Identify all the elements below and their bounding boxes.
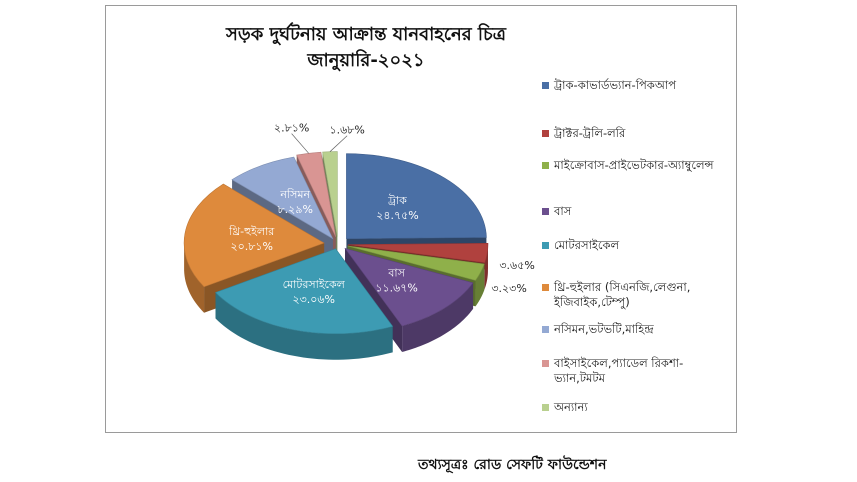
slice-name-label: ট্রাক	[387, 194, 407, 207]
slice-name-label: মোটরসাইকেল	[283, 278, 346, 291]
slice-percent-label: ২.৮১%	[274, 122, 309, 135]
legend-label: থ্রি-হুইলার (সিএনজি,লেগুনা, ইজিবাইক,টেম্…	[554, 280, 691, 309]
slice-rim	[215, 292, 393, 360]
legend-swatch	[542, 404, 549, 411]
slice-percent-label: ১.৬৮%	[329, 124, 364, 137]
legend-swatch	[542, 284, 549, 291]
slice-percent-label: ২৪.৭৫%	[376, 209, 419, 222]
leader-line	[329, 135, 348, 152]
legend-swatch	[542, 242, 549, 249]
slice-percent-label: ৮.২৯%	[278, 203, 313, 216]
legend-swatch	[542, 130, 549, 137]
pie-chart: ট্রাক ২৪.৭৫% ৩.৬৫% ৩.২৩% বাস ১১.৬৭% মোটরসাইকেল…	[183, 122, 535, 360]
slice-percent-label: ৩.৬৫%	[499, 259, 534, 272]
legend-item: ট্রাক-কাভার্ডভ্যান-পিকআপ	[542, 78, 732, 93]
legend-swatch	[542, 326, 549, 333]
legend-item: অন্যান্য	[542, 400, 732, 415]
chart-title: সড়ক দুর্ঘটনায় আক্রান্ত যানবাহনের চিত্র	[225, 24, 506, 45]
slice-rim	[475, 264, 485, 307]
slice-4	[215, 248, 394, 335]
slice-rim	[402, 282, 474, 353]
slice-3	[344, 247, 474, 327]
legend-swatch	[542, 360, 549, 367]
slice-rim	[184, 241, 205, 313]
slice-2	[347, 245, 485, 281]
legend-item: থ্রি-হুইলার (সিএনজি,লেগুনা, ইজিবাইক,টেম্…	[542, 280, 732, 310]
chart-frame: সড়ক দুর্ঘটনায় আক্রান্ত যানবাহনের চিত্র…	[105, 5, 737, 433]
legend-swatch	[542, 82, 549, 89]
legend-item: মোটরসাইকেল	[542, 238, 732, 253]
slice-percent-label: ২০.৮১%	[230, 240, 273, 253]
legend-label: ট্রাক্টর-ট্রলি-লরি	[554, 126, 626, 140]
chart-subtitle: জানুয়ারি-২০২১	[307, 50, 425, 71]
slice-0	[346, 153, 487, 240]
legend-label: ট্রাক-কাভার্ডভ্যান-পিকআপ	[554, 78, 677, 92]
legend-label: নসিমন,ভটভটি,মাহিন্দ্র	[554, 322, 654, 336]
slice-name-label: থ্রি-হুইলার	[228, 225, 275, 238]
legend-item: বাস	[542, 204, 732, 219]
slice-1	[347, 243, 489, 264]
legend-item: ট্রাক্টর-ট্রলি-লরি	[542, 126, 732, 141]
leader-line	[291, 133, 309, 154]
slice-name-label: বাস	[387, 267, 405, 280]
slice-percent-label: ২৩.০৬%	[292, 293, 335, 306]
legend-item: বাইসাইকেল,প্যাডেল রিকশা-ভ্যান,টমটম	[542, 356, 732, 386]
legend-label: বাস	[554, 204, 572, 218]
legend-item: নসিমন,ভটভটি,মাহিন্দ্র	[542, 322, 732, 337]
slice-percent-label: ৩.২৩%	[491, 282, 526, 295]
legend-swatch	[542, 208, 549, 215]
legend-swatch	[542, 162, 549, 169]
legend-label: অন্যান্য	[554, 400, 588, 414]
legend-item: মাইক্রোবাস-প্রাইভেটকার-অ্যাম্বুলেন্স	[542, 158, 732, 173]
legend-label: মাইক্রোবাস-প্রাইভেটকার-অ্যাম্বুলেন্স	[554, 158, 714, 172]
legend-label: বাইসাইকেল,প্যাডেল রিকশা-ভ্যান,টমটম	[554, 356, 684, 385]
legend-label: মোটরসাইকেল	[554, 238, 620, 252]
source-note: তথ্যসূত্রঃ রোড সেফটি ফাউন্ডেশন	[418, 457, 607, 473]
slice-5	[183, 183, 325, 288]
slice-name-label: নসিমন	[279, 188, 310, 201]
slice-6	[231, 156, 334, 240]
slice-percent-label: ১১.৬৭%	[375, 282, 418, 295]
